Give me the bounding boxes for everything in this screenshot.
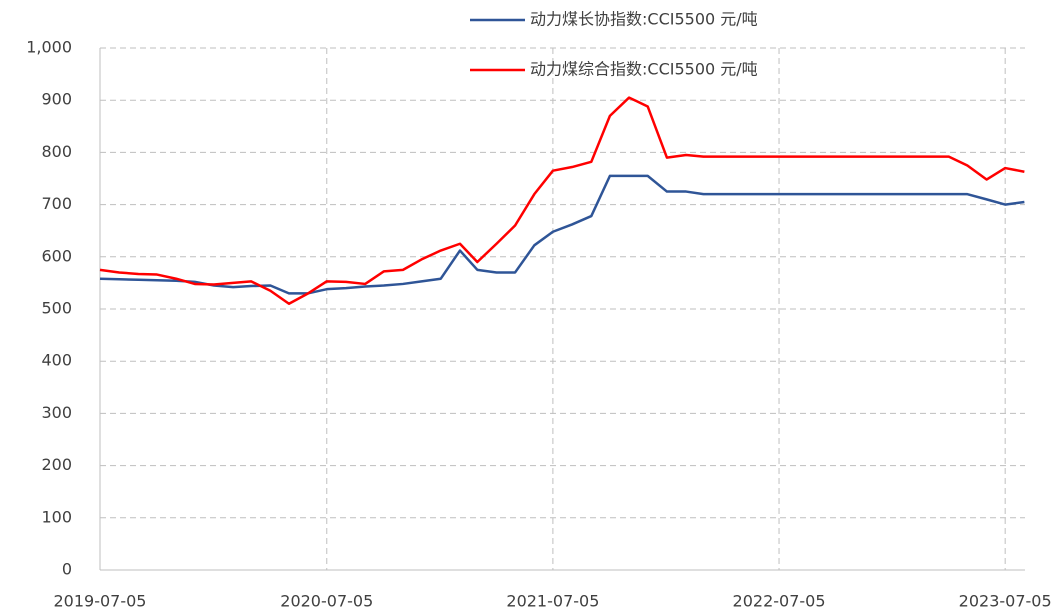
y-tick-label: 600 [41,246,72,265]
y-tick-label: 400 [41,351,72,370]
legend-label: 动力煤综合指数:CCI5500 元/吨 [530,60,758,79]
x-tick-label: 2021-07-05 [506,592,599,611]
y-tick-label: 100 [41,507,72,526]
y-tick-label: 800 [41,142,72,161]
y-tick-label: 700 [41,194,72,213]
x-tick-label: 2023-07-05 [959,592,1052,611]
y-tick-label: 200 [41,455,72,474]
series-line [99,174,1025,295]
series-line [99,96,1025,306]
legend-label: 动力煤长协指数:CCI5500 元/吨 [530,10,758,29]
y-tick-label: 500 [41,299,72,318]
y-tick-label: 900 [41,90,72,109]
x-tick-label: 2019-07-05 [54,592,147,611]
x-tick-label: 2020-07-05 [280,592,373,611]
y-tick-label: 0 [62,560,72,579]
y-tick-label: 300 [41,403,72,422]
y-tick-label: 1,000 [26,38,72,57]
x-tick-label: 2022-07-05 [733,592,826,611]
